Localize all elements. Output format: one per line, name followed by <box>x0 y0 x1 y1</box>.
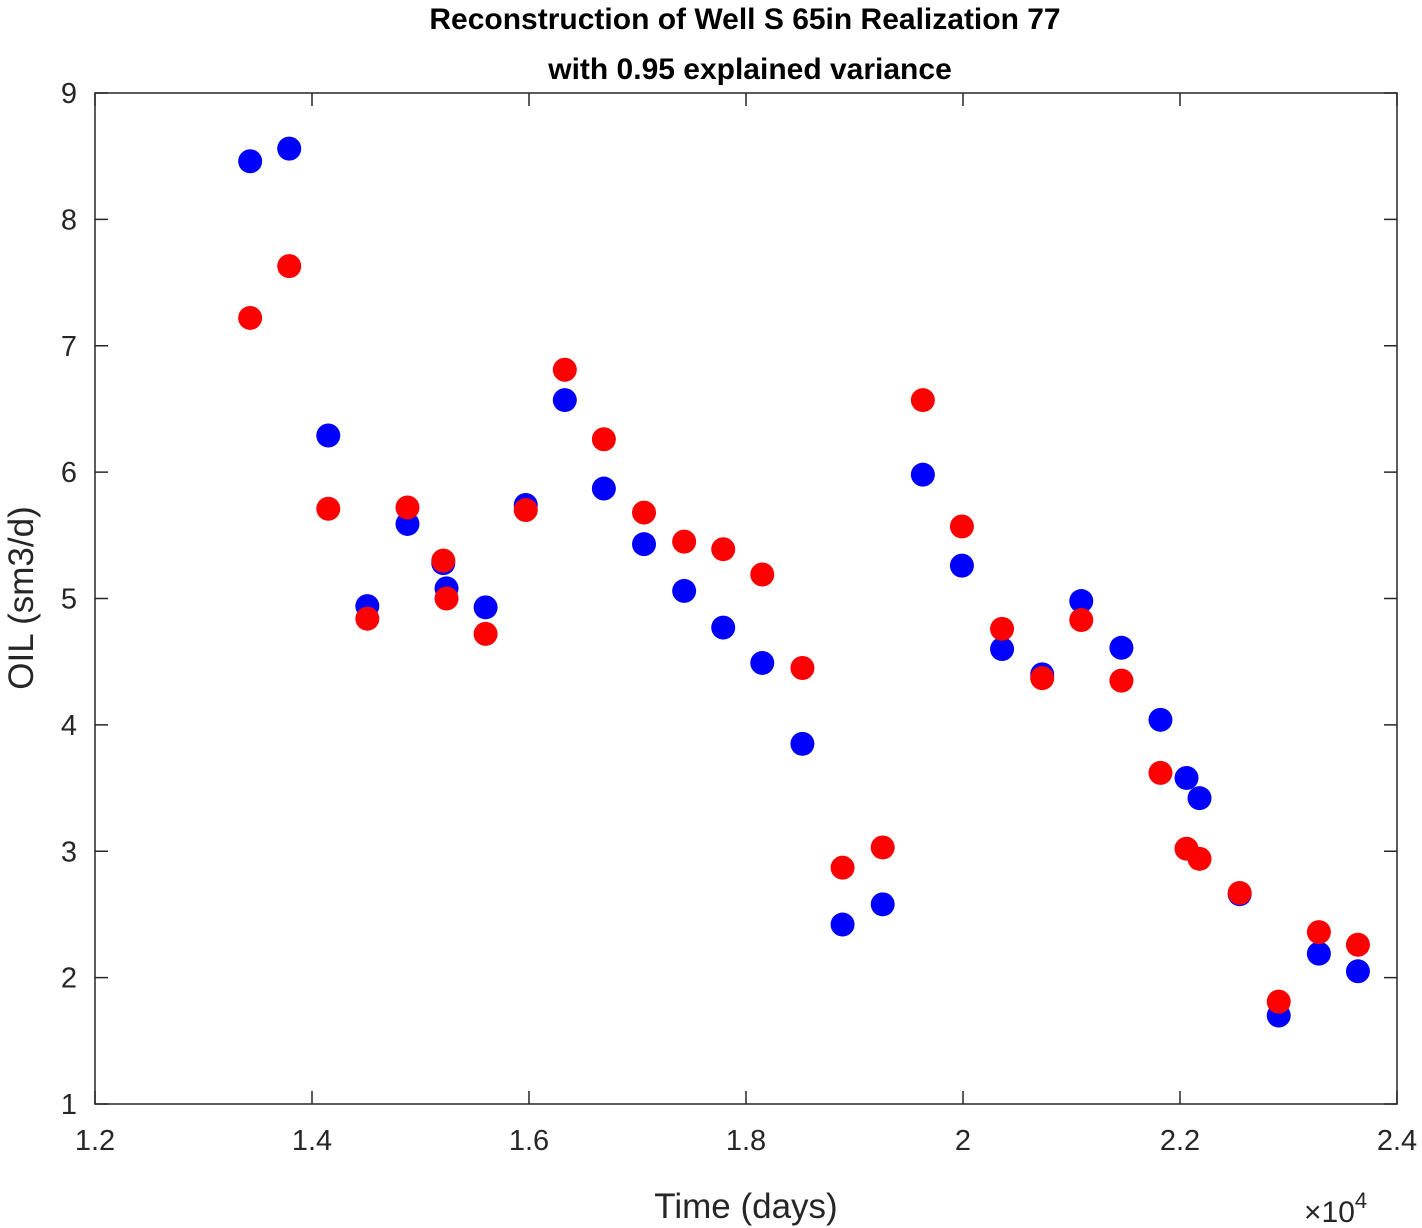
data-point <box>830 855 855 880</box>
y-tick-label: 7 <box>61 331 77 363</box>
data-point <box>277 254 302 279</box>
data-points <box>238 136 1370 1028</box>
x-axis-exponent-power: 4 <box>1355 1188 1367 1213</box>
x-axis-exponent: ×104 <box>1304 1188 1367 1228</box>
data-point <box>1306 920 1331 945</box>
x-tick-label: 2 <box>955 1125 971 1157</box>
data-point <box>238 149 263 174</box>
data-point <box>1187 846 1212 871</box>
data-point <box>990 616 1015 641</box>
data-point <box>395 495 420 520</box>
data-point <box>1345 932 1370 957</box>
data-point <box>513 498 538 523</box>
series-1 <box>238 136 1370 1028</box>
y-tick-label: 6 <box>61 457 77 489</box>
data-point <box>990 637 1015 662</box>
x-tick-label: 1.2 <box>75 1125 115 1157</box>
y-tick-label: 2 <box>61 963 77 995</box>
x-axis: 1.2 1.4 1.6 1.8 2 2.2 2.4 <box>75 93 1417 1157</box>
data-point <box>711 537 736 562</box>
chart-title-line-2: with 0.95 explained variance <box>547 53 952 86</box>
data-point <box>434 586 459 611</box>
y-axis-label: OIL (sm3/d) <box>2 506 41 689</box>
x-tick-label: 2.4 <box>1377 1125 1417 1157</box>
y-tick-label: 9 <box>61 78 77 110</box>
data-point <box>949 553 974 578</box>
data-point <box>750 562 775 587</box>
data-point <box>632 532 657 557</box>
data-point <box>1148 760 1173 785</box>
y-tick-label: 4 <box>61 710 77 742</box>
data-point <box>473 595 498 620</box>
data-point <box>591 427 616 452</box>
data-point <box>1345 959 1370 984</box>
data-point <box>316 423 341 448</box>
data-point <box>1227 880 1252 905</box>
x-tick-label: 1.8 <box>726 1125 766 1157</box>
data-point <box>672 529 697 554</box>
chart-title-line-1: Reconstruction of Well S 65in Realizatio… <box>429 3 1060 36</box>
data-point <box>395 511 420 536</box>
data-point <box>790 731 815 756</box>
data-point <box>1069 607 1094 632</box>
data-point <box>750 650 775 675</box>
data-point <box>1069 589 1094 614</box>
data-point <box>949 514 974 539</box>
data-point <box>910 388 935 413</box>
x-tick-label: 1.4 <box>292 1125 332 1157</box>
data-point <box>790 656 815 681</box>
y-tick-label: 5 <box>61 584 77 616</box>
data-point <box>431 548 456 573</box>
data-point <box>1109 668 1134 693</box>
data-point <box>672 578 697 603</box>
data-point <box>277 136 302 161</box>
data-point <box>1148 707 1173 732</box>
data-point <box>711 615 736 640</box>
y-tick-label: 1 <box>61 1089 77 1121</box>
data-point <box>1109 635 1134 660</box>
y-tick-label: 8 <box>61 204 77 236</box>
data-point <box>1306 941 1331 966</box>
data-point <box>316 496 341 521</box>
data-point <box>473 621 498 646</box>
y-tick-label: 3 <box>61 836 77 868</box>
series-2 <box>238 254 1370 1014</box>
data-point <box>1174 765 1199 790</box>
data-point <box>870 892 895 917</box>
data-point <box>1030 666 1055 691</box>
y-axis: 1 2 3 4 5 6 7 8 9 <box>61 78 1397 1121</box>
data-point <box>591 476 616 501</box>
data-point <box>552 357 577 382</box>
plot-area-frame <box>94 92 1398 1105</box>
x-axis-label: Time (days) <box>654 1187 837 1226</box>
x-tick-label: 1.6 <box>509 1125 549 1157</box>
data-point <box>870 835 895 860</box>
data-point <box>1266 989 1291 1014</box>
data-point <box>552 388 577 413</box>
data-point <box>1187 786 1212 811</box>
data-point <box>632 500 657 525</box>
data-point <box>355 606 380 631</box>
x-tick-label: 2.2 <box>1160 1125 1200 1157</box>
data-point <box>238 305 263 330</box>
data-point <box>830 912 855 937</box>
data-point <box>910 462 935 487</box>
x-axis-exponent-base: ×10 <box>1304 1196 1355 1228</box>
